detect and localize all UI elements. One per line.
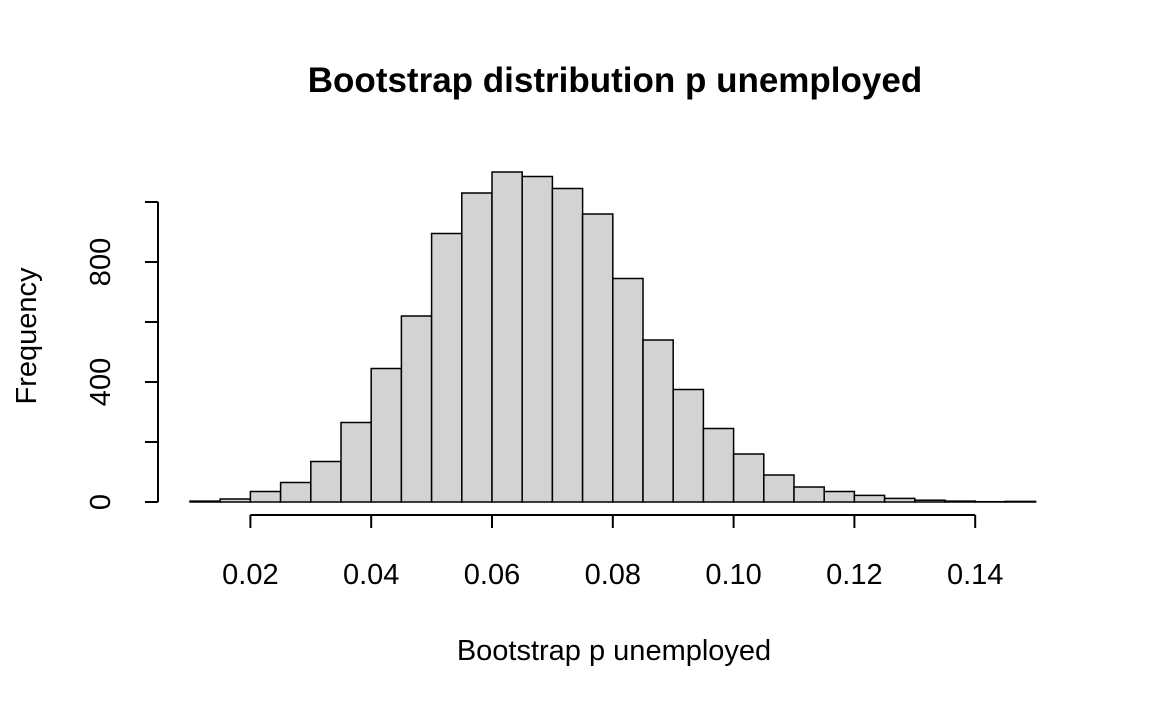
histogram-bar [370,367,403,503]
histogram-bar [279,481,312,503]
histogram-bar [491,171,523,503]
y-tick-label: 800 [85,238,117,286]
y-axis: 0 400 800 [85,201,159,510]
x-tick-label: 0.12 [826,559,882,591]
histogram-bar [551,187,584,503]
histogram-bar [219,498,252,503]
x-axis: 0.02 0.04 0.06 0.08 0.10 0.12 0.14 [222,514,1003,591]
y-tick-label: 0 [85,494,117,510]
histogram-bar [702,427,735,503]
chart-title: Bootstrap distribution p unemployed [308,61,922,100]
histogram-bar [793,486,825,503]
x-tick-label: 0.02 [222,559,278,591]
histogram-bar [642,339,674,503]
histogram-bar [914,499,946,503]
histogram-bar [672,388,705,503]
histogram-bar [249,490,282,503]
histogram-bar [612,277,644,503]
histogram-bar [883,497,916,503]
histogram-bar [189,500,221,503]
x-tick-label: 0.04 [343,559,399,591]
histogram-bar [763,474,795,503]
x-tick-label: 0.08 [585,559,641,591]
histogram-bar [521,175,554,503]
histogram-bar [732,453,765,503]
histogram-bar [823,490,856,503]
histogram-bar [461,192,493,503]
histogram-bar [310,460,342,503]
histogram-bar [944,500,976,503]
x-tick-label: 0.10 [705,559,761,591]
histogram-bar [581,213,614,503]
histogram-bar [400,315,433,503]
bars-group [189,171,1037,503]
histogram-bar [853,494,886,503]
x-tick-label: 0.14 [947,559,1003,591]
x-axis-label: Bootstrap p unemployed [457,635,771,667]
y-tick-label: 400 [85,358,117,406]
x-tick-label: 0.06 [464,559,520,591]
histogram-bar [430,232,463,503]
histogram-bar [340,421,372,503]
histogram-bar [1004,500,1037,503]
y-axis-label: Frequency [11,267,43,405]
